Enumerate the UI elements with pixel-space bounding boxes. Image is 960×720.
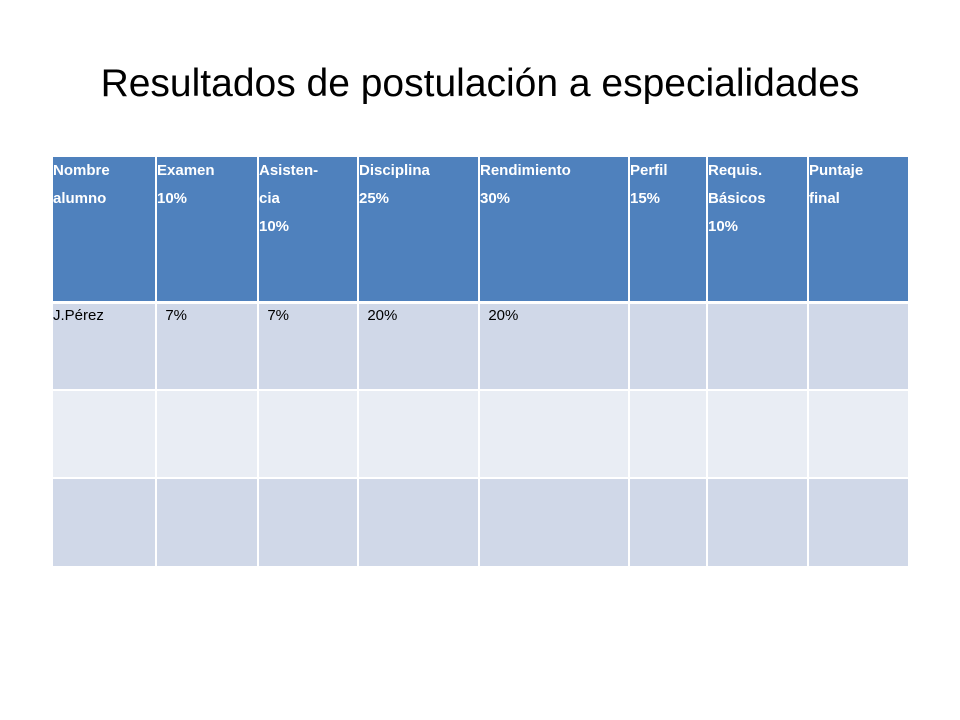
table-cell: 20% [479, 302, 630, 390]
slide-title: Resultados de postulación a especialidad… [100, 62, 860, 105]
table-cell [258, 389, 359, 478]
table-cell: 20% [358, 302, 480, 390]
header-perfil: Perfil 15% [629, 157, 708, 304]
table-cell [707, 302, 809, 390]
header-row: Nombre alumno Examen 10% Asisten- cia 10… [53, 157, 908, 304]
header-puntaje-final: Puntaje final [808, 157, 908, 304]
table-cell [629, 477, 708, 566]
table-cell: J.Pérez [53, 302, 157, 390]
header-asistencia: Asisten- cia 10% [258, 157, 359, 304]
results-table: Nombre alumno Examen 10% Asisten- cia 10… [53, 157, 908, 566]
table-cell [479, 389, 630, 478]
header-requisitos-basicos: Requis. Básicos 10% [707, 157, 809, 304]
table-cell [629, 389, 708, 478]
header-disciplina: Disciplina 25% [358, 157, 480, 304]
table-cell [808, 389, 908, 478]
table-row: J.Pérez 7% 7% 20% 20% [53, 302, 908, 390]
table-cell [156, 389, 259, 478]
table-cell [707, 389, 809, 478]
header-examen: Examen 10% [156, 157, 259, 304]
table-cell [156, 477, 259, 566]
header-nombre-alumno: Nombre alumno [53, 157, 157, 304]
table-cell [808, 477, 908, 566]
table-cell [479, 477, 630, 566]
table-row [53, 477, 908, 566]
table-cell [629, 302, 708, 390]
header-rendimiento: Rendimiento 30% [479, 157, 630, 304]
table-cell [707, 477, 809, 566]
table-cell: 7% [156, 302, 259, 390]
table-cell [358, 389, 480, 478]
table-cell [258, 477, 359, 566]
table-cell [808, 302, 908, 390]
table-cell [53, 389, 157, 478]
table-cell: 7% [258, 302, 359, 390]
table-cell [358, 477, 480, 566]
table-cell [53, 477, 157, 566]
table-row [53, 389, 908, 478]
